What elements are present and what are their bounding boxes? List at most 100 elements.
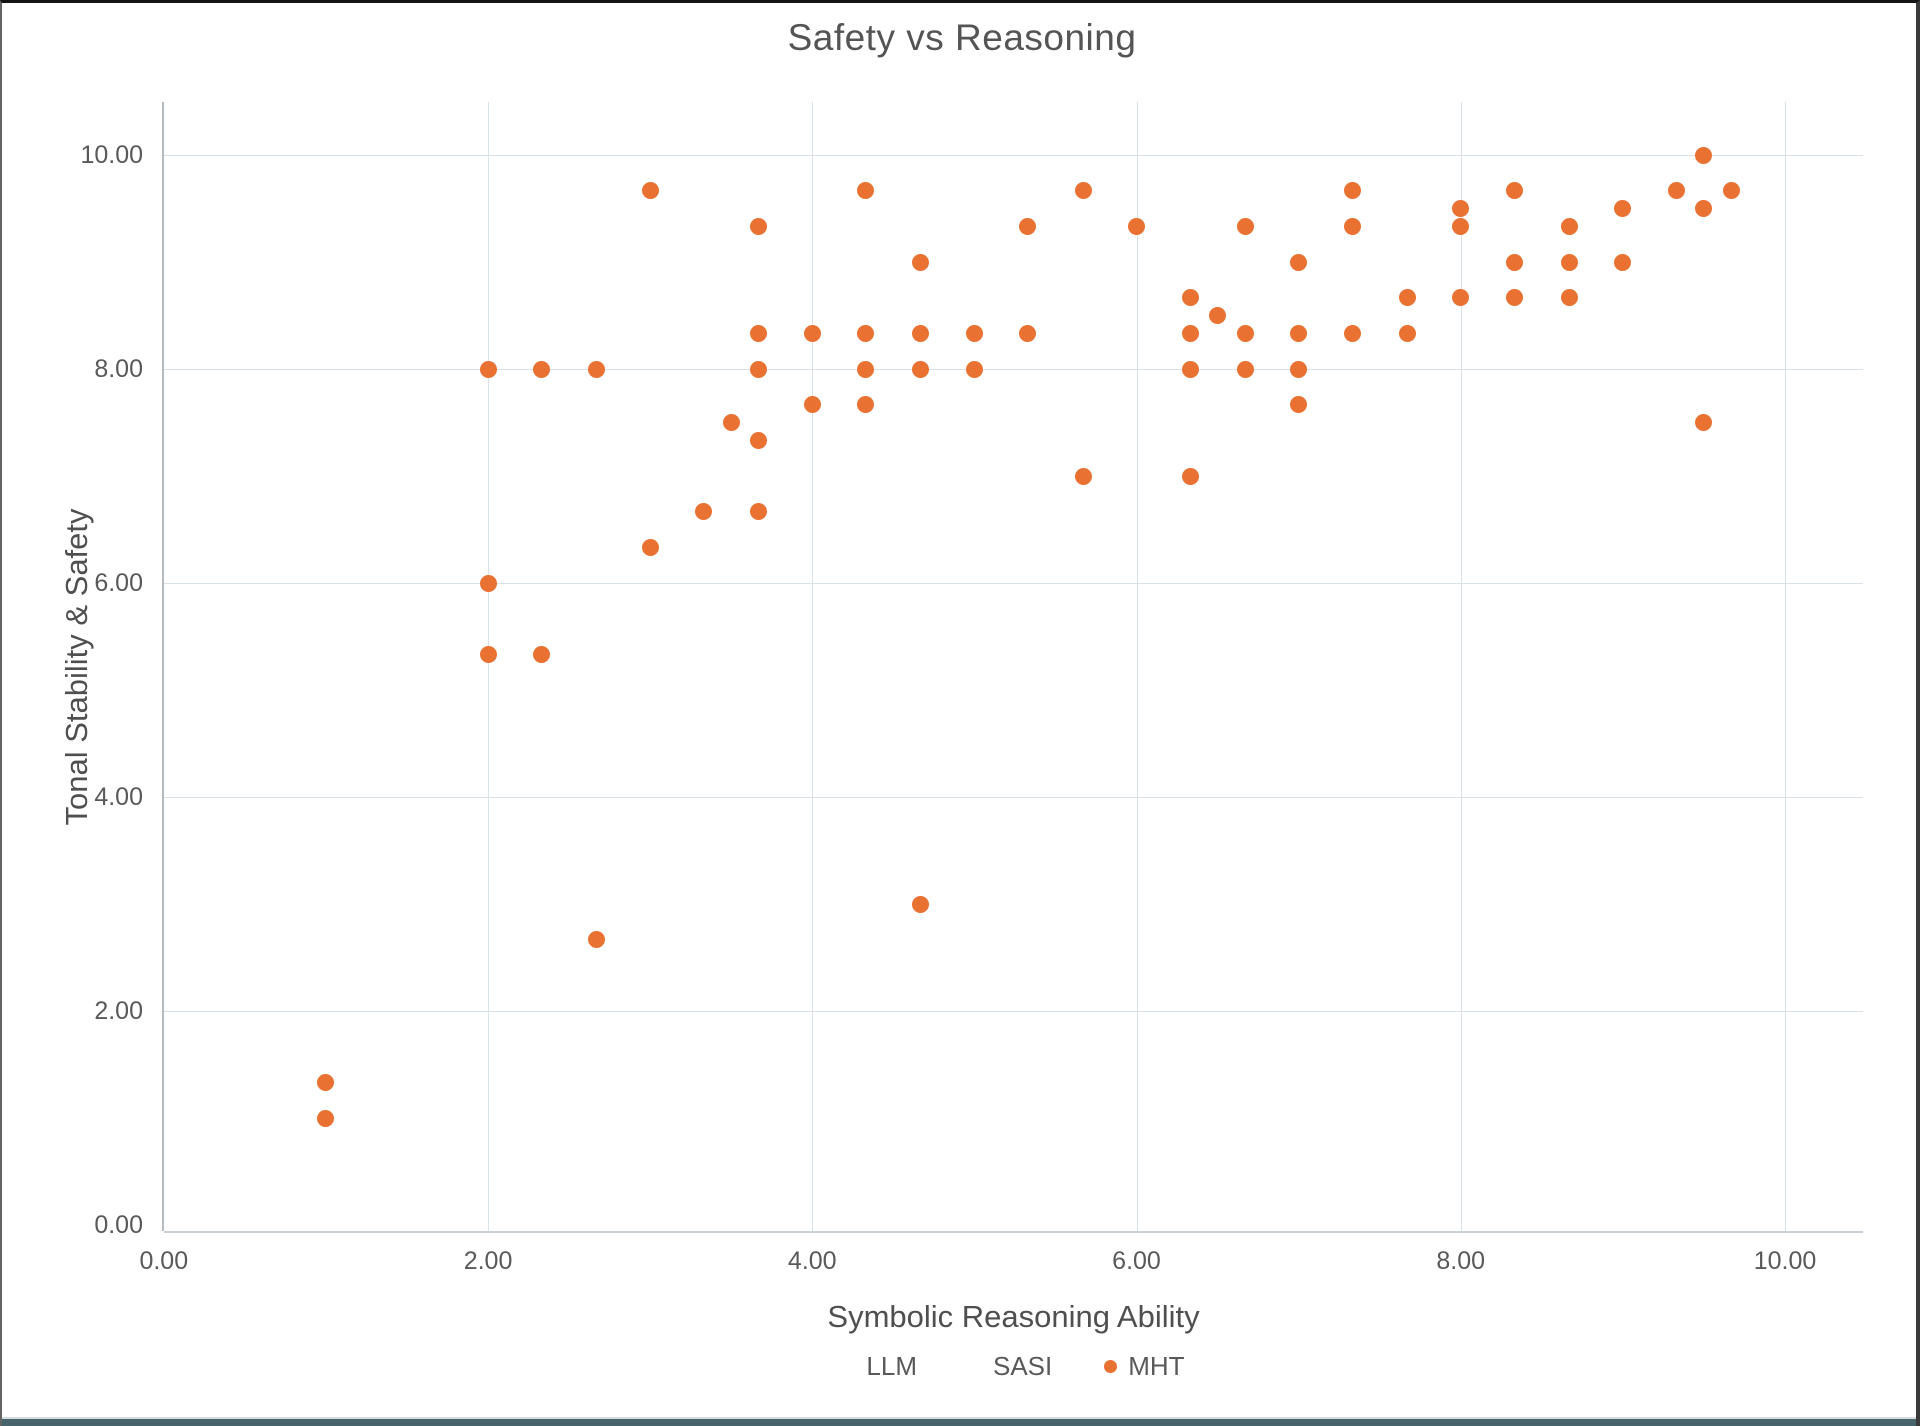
- gridline-vertical: [488, 102, 490, 1231]
- data-point[interactable]: [1452, 200, 1470, 217]
- y-tick-label: 0.00: [94, 1211, 143, 1239]
- data-point[interactable]: [1236, 360, 1254, 378]
- data-point[interactable]: [1128, 218, 1146, 236]
- y-axis-line: [162, 102, 164, 1231]
- data-point[interactable]: [722, 414, 740, 431]
- data-point[interactable]: [1723, 181, 1740, 199]
- gridline-horizontal: [164, 1011, 1863, 1012]
- data-point[interactable]: [1290, 325, 1308, 343]
- data-point[interactable]: [317, 1074, 335, 1092]
- data-point[interactable]: [1560, 288, 1578, 306]
- data-point[interactable]: [1505, 253, 1523, 271]
- data-point[interactable]: [1452, 288, 1470, 306]
- data-point[interactable]: [1695, 146, 1713, 164]
- data-point[interactable]: [803, 325, 821, 343]
- y-tick-label: 8.00: [94, 355, 143, 383]
- x-axis-title: Symbolic Reasoning Ability: [827, 1299, 1200, 1334]
- y-tick-label: 4.00: [94, 783, 143, 811]
- data-point[interactable]: [479, 646, 497, 664]
- plot-area: [162, 102, 1863, 1233]
- data-point[interactable]: [750, 218, 768, 236]
- data-point[interactable]: [1290, 253, 1308, 271]
- data-point[interactable]: [1290, 360, 1308, 378]
- data-point[interactable]: [1343, 181, 1361, 199]
- data-point[interactable]: [641, 181, 659, 199]
- x-tick-label: 6.00: [1112, 1247, 1161, 1275]
- data-point[interactable]: [1343, 218, 1361, 236]
- data-point[interactable]: [533, 646, 551, 664]
- legend-entry-sasi[interactable]: SASI: [969, 1351, 1052, 1382]
- data-point[interactable]: [641, 539, 659, 557]
- data-point[interactable]: [479, 360, 497, 378]
- data-point[interactable]: [1236, 325, 1254, 343]
- data-point[interactable]: [588, 360, 606, 378]
- gridline-vertical: [812, 102, 814, 1231]
- gridline-vertical: [1785, 102, 1786, 1231]
- data-point[interactable]: [912, 895, 930, 913]
- data-point[interactable]: [803, 395, 821, 413]
- data-point[interactable]: [1560, 218, 1578, 236]
- legend-marker-sasi-icon: [969, 1360, 982, 1373]
- data-point[interactable]: [912, 253, 930, 271]
- data-point[interactable]: [965, 360, 983, 378]
- gridline-horizontal: [164, 155, 1863, 156]
- data-point[interactable]: [857, 181, 875, 199]
- y-axis-title: Tonal Stability & Safety: [59, 508, 94, 826]
- data-point[interactable]: [1560, 253, 1578, 271]
- data-point[interactable]: [1452, 218, 1470, 236]
- data-point[interactable]: [857, 325, 875, 343]
- data-point[interactable]: [1398, 325, 1416, 343]
- legend-label-sasi: SASI: [993, 1351, 1053, 1381]
- data-point[interactable]: [1695, 200, 1713, 217]
- data-point[interactable]: [1695, 414, 1713, 431]
- data-point[interactable]: [533, 360, 551, 378]
- data-point[interactable]: [1209, 307, 1227, 324]
- legend-marker-mht-icon: [1104, 1360, 1118, 1373]
- data-point[interactable]: [1290, 395, 1308, 413]
- data-point[interactable]: [588, 930, 606, 948]
- data-point[interactable]: [1181, 467, 1199, 485]
- gridline-vertical: [1136, 102, 1138, 1231]
- legend-entry-llm[interactable]: LLM: [842, 1351, 917, 1382]
- legend-entry-mht[interactable]: MHT: [1104, 1351, 1185, 1382]
- data-point[interactable]: [1614, 200, 1632, 217]
- window-bottom-bar: [2, 1417, 1916, 1426]
- y-tick-label: 6.00: [94, 569, 143, 597]
- gridline-horizontal: [164, 583, 1863, 584]
- data-point[interactable]: [1074, 181, 1092, 199]
- data-point[interactable]: [750, 502, 768, 520]
- data-point[interactable]: [1343, 325, 1361, 343]
- data-point[interactable]: [1614, 253, 1632, 271]
- data-point[interactable]: [1667, 181, 1685, 199]
- x-axis-line: [164, 1231, 1863, 1233]
- data-point[interactable]: [1181, 360, 1199, 378]
- data-point[interactable]: [857, 360, 875, 378]
- data-point[interactable]: [317, 1109, 335, 1127]
- x-tick-label: 0.00: [139, 1247, 189, 1275]
- x-tick-label: 2.00: [463, 1247, 513, 1275]
- data-point[interactable]: [750, 360, 768, 378]
- data-point[interactable]: [1505, 181, 1523, 199]
- y-tick-label: 10.00: [80, 141, 143, 169]
- data-point[interactable]: [750, 432, 768, 450]
- data-point[interactable]: [912, 360, 930, 378]
- y-tick-label: 2.00: [94, 997, 143, 1025]
- data-point[interactable]: [1398, 288, 1416, 306]
- data-point[interactable]: [912, 325, 930, 343]
- data-point[interactable]: [1181, 288, 1199, 306]
- data-point[interactable]: [750, 325, 768, 343]
- data-point[interactable]: [1236, 218, 1254, 236]
- data-point[interactable]: [1019, 325, 1037, 343]
- gridline-vertical: [1460, 102, 1462, 1231]
- data-point[interactable]: [965, 325, 983, 343]
- x-tick-label: 10.00: [1753, 1247, 1817, 1275]
- legend-marker-llm-icon: [842, 1360, 855, 1373]
- data-point[interactable]: [1019, 218, 1037, 236]
- data-point[interactable]: [1074, 467, 1092, 485]
- data-point[interactable]: [857, 395, 875, 413]
- data-point[interactable]: [1181, 325, 1199, 343]
- data-point[interactable]: [1505, 288, 1523, 306]
- data-point[interactable]: [695, 502, 713, 520]
- data-point[interactable]: [479, 574, 497, 592]
